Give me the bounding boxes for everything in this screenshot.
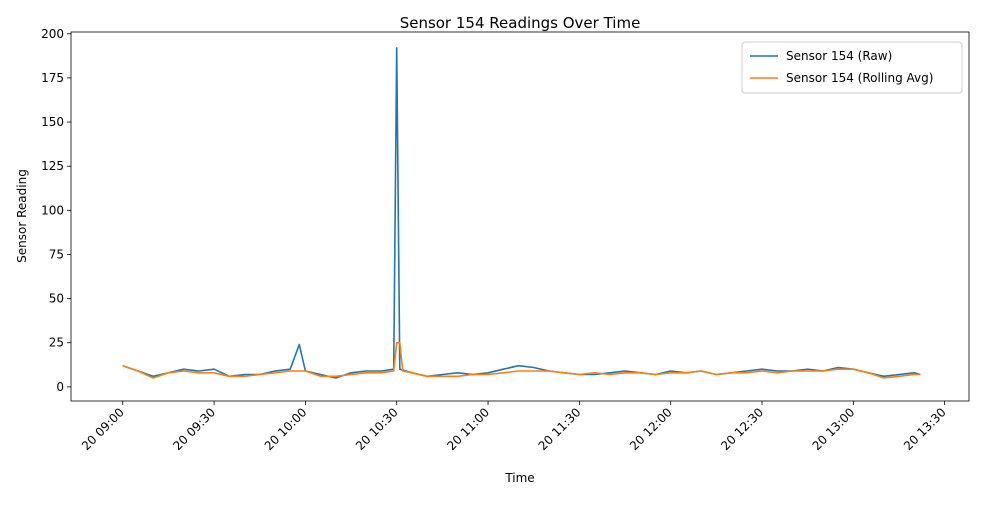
legend-label-rolling: Sensor 154 (Rolling Avg) (786, 71, 933, 85)
series-line-raw (122, 47, 921, 379)
y-tick-label: 150 (41, 115, 64, 129)
x-tick-label: 20 13:00 (810, 405, 858, 453)
y-tick-label: 125 (41, 159, 64, 173)
y-tick-label: 50 (49, 292, 64, 306)
y-tick-label: 25 (49, 336, 64, 350)
legend-frame (741, 41, 963, 94)
x-tick-label: 20 13:30 (901, 405, 949, 453)
y-tick-label: 100 (41, 203, 64, 217)
x-tick-label: 20 12:00 (627, 405, 675, 453)
chart-title: Sensor 154 Readings Over Time (400, 14, 641, 32)
y-tick-label: 75 (49, 247, 64, 261)
x-tick-label: 20 12:30 (718, 405, 766, 453)
y-tick-label: 175 (41, 71, 64, 85)
legend-label-raw: Sensor 154 (Raw) (786, 49, 892, 63)
x-axis-label: Time (504, 471, 534, 485)
plot-frame (70, 31, 970, 402)
x-axis: 20 09:00 20 09:30 20 10:00 20 10:30 20 11:00… (79, 401, 949, 453)
y-tick-label: 0 (56, 380, 64, 394)
y-axis: 0 25 50 75 100 125 150 175 200 (41, 27, 71, 394)
series-line-rolling-avg (122, 341, 921, 379)
x-tick-label: 20 10:00 (262, 405, 310, 453)
x-tick-label: 20 11:00 (444, 405, 492, 453)
legend: Sensor 154 (Raw) Sensor 154 (Rolling Avg… (741, 41, 963, 94)
x-tick-label: 20 09:00 (79, 405, 127, 453)
x-tick-label: 20 10:30 (353, 405, 401, 453)
x-tick-label: 20 09:30 (170, 405, 218, 453)
y-axis-label: Sensor Reading (15, 169, 29, 263)
plot-area (122, 47, 921, 379)
x-tick-label: 20 11:30 (536, 405, 584, 453)
y-tick-label: 200 (41, 27, 64, 41)
